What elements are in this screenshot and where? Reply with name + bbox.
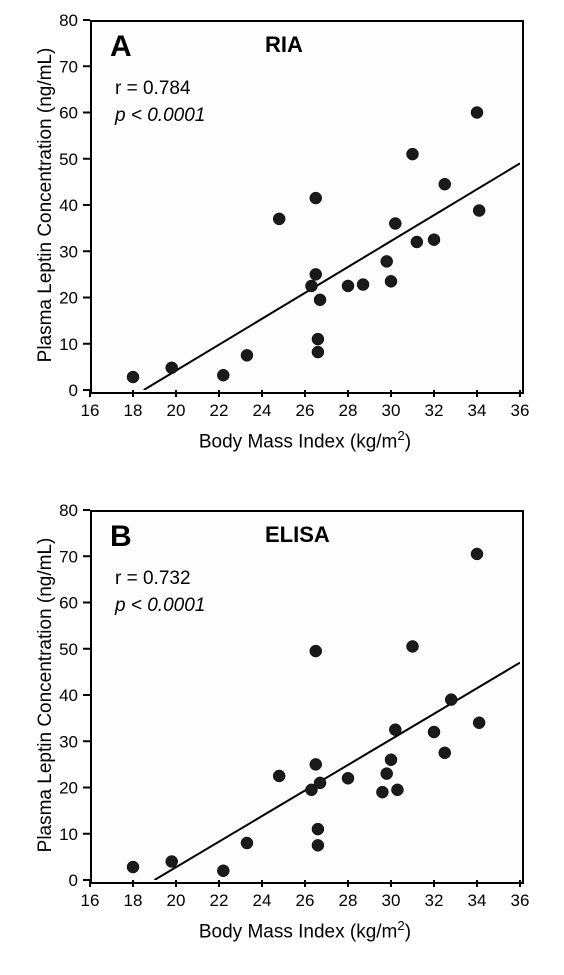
svg-text:50: 50 [59,640,78,659]
xlabel-sup: 2 [397,918,404,933]
svg-text:24: 24 [253,401,272,420]
xlabel-prefix: Body Mass Index (kg/m [199,921,398,942]
svg-text:30: 30 [382,401,401,420]
svg-text:22: 22 [210,401,229,420]
panel-A-letter: A [110,30,132,64]
svg-text:50: 50 [59,150,78,169]
svg-text:20: 20 [167,891,186,910]
stat-p: p < 0.0001 [115,593,205,620]
svg-text:36: 36 [511,401,530,420]
svg-text:34: 34 [468,891,487,910]
svg-text:20: 20 [59,289,78,308]
stat-r: r = 0.732 [115,566,205,593]
svg-text:36: 36 [511,891,530,910]
svg-text:20: 20 [59,779,78,798]
svg-text:34: 34 [468,401,487,420]
stat-p-text: p < 0.0001 [115,105,205,126]
panel-A-title: RIA [265,32,303,58]
svg-text:0: 0 [69,871,78,890]
svg-text:80: 80 [59,501,78,520]
svg-text:30: 30 [59,732,78,751]
svg-text:26: 26 [296,401,315,420]
xlabel-prefix: Body Mass Index (kg/m [199,431,398,452]
stat-p-text: p < 0.0001 [115,595,205,616]
svg-text:22: 22 [210,891,229,910]
xlabel-sup: 2 [397,428,404,443]
svg-text:60: 60 [59,104,78,123]
stat-r: r = 0.784 [115,76,205,103]
panel-B-letter: B [110,520,132,554]
svg-text:18: 18 [124,401,143,420]
panel-A-stats: r = 0.784 p < 0.0001 [115,76,205,129]
svg-text:30: 30 [382,891,401,910]
svg-text:26: 26 [296,891,315,910]
panel-A-ylabel: Plasma Leptin Concentration (ng/mL) [35,20,57,390]
svg-text:40: 40 [59,196,78,215]
panel-A: 161820222426283032343601020304050607080 … [0,0,564,485]
panel-B-ylabel: Plasma Leptin Concentration (ng/mL) [35,510,57,880]
svg-text:16: 16 [81,401,100,420]
panel-B-xlabel: Body Mass Index (kg/m2) [90,918,520,943]
svg-text:32: 32 [425,401,444,420]
svg-text:70: 70 [59,57,78,76]
svg-text:10: 10 [59,335,78,354]
svg-text:18: 18 [124,891,143,910]
panel-B-plot: 16 18 20 22 24 26 28 30 32 34 36 0 10 20 30 40 50 60 70 80 [0,490,564,975]
panel-B: 161820222426283032343601020304050607080 … [0,490,564,975]
svg-text:32: 32 [425,891,444,910]
panel-A-xlabel: Body Mass Index (kg/m2) [90,428,520,453]
panel-B-title: ELISA [265,522,330,548]
xlabel-suffix: ) [405,431,411,452]
svg-text:40: 40 [59,686,78,705]
svg-text:0: 0 [69,381,78,400]
svg-text:28: 28 [339,401,358,420]
svg-text:60: 60 [59,594,78,613]
svg-text:20: 20 [167,401,186,420]
panel-B-stats: r = 0.732 p < 0.0001 [115,566,205,619]
svg-text:28: 28 [339,891,358,910]
figure-page: 161820222426283032343601020304050607080 … [0,0,564,975]
svg-text:70: 70 [59,547,78,566]
svg-text:16: 16 [81,891,100,910]
svg-text:30: 30 [59,242,78,261]
xlabel-suffix: ) [405,921,411,942]
svg-text:80: 80 [59,11,78,30]
panel-A-plot: 16 18 20 22 24 26 28 30 32 34 36 0 10 20 30 40 50 60 70 80 [0,0,564,485]
svg-text:24: 24 [253,891,272,910]
stat-p: p < 0.0001 [115,103,205,130]
svg-text:10: 10 [59,825,78,844]
